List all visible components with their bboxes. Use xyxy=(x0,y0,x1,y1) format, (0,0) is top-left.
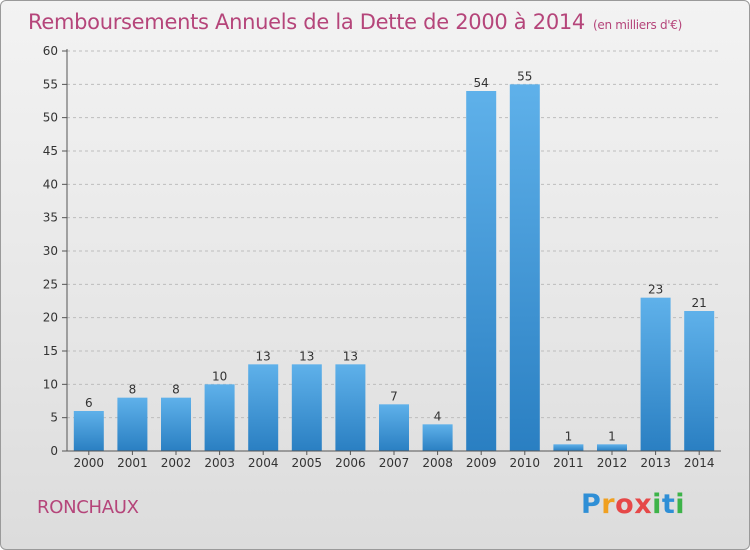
y-tick-label: 60 xyxy=(43,44,58,58)
chart-title: Remboursements Annuels de la Dette de 20… xyxy=(28,10,682,34)
logo-letter: i xyxy=(652,489,662,520)
value-label-2009: 54 xyxy=(474,76,489,90)
value-label-2000: 6 xyxy=(85,396,93,410)
y-tick-label: 20 xyxy=(43,311,58,325)
x-tick-label-2014: 2014 xyxy=(684,456,715,470)
y-tick-label: 55 xyxy=(43,77,58,91)
bar-2012 xyxy=(597,444,627,451)
bar-2006 xyxy=(335,364,366,451)
y-tick-label: 5 xyxy=(50,411,58,425)
value-label-2002: 8 xyxy=(172,383,180,397)
y-tick-label: 50 xyxy=(43,111,58,125)
y-tick-label: 25 xyxy=(43,277,58,291)
bar-2007 xyxy=(379,404,409,451)
x-tick-label-2004: 2004 xyxy=(248,456,279,470)
value-label-2001: 8 xyxy=(129,383,137,397)
bar-2008 xyxy=(422,424,453,451)
y-tick-label: 10 xyxy=(43,377,58,391)
x-tick-label-2006: 2006 xyxy=(335,456,366,470)
bar-2005 xyxy=(291,364,322,451)
bar-2011 xyxy=(553,444,584,451)
x-tick-label-2000: 2000 xyxy=(74,456,105,470)
x-tick-label-2008: 2008 xyxy=(422,456,453,470)
value-label-2006: 13 xyxy=(343,349,358,363)
x-tick-label-2011: 2011 xyxy=(553,456,584,470)
logo-letter: i xyxy=(675,489,686,520)
y-tick-label: 30 xyxy=(43,244,58,258)
y-tick-label: 45 xyxy=(43,144,58,158)
x-tick-label-2009: 2009 xyxy=(466,456,497,470)
y-tick-label: 35 xyxy=(43,211,58,225)
y-tick-label: 15 xyxy=(43,344,58,358)
x-tick-label-2010: 2010 xyxy=(510,456,541,470)
x-tick-label-2005: 2005 xyxy=(292,456,323,470)
value-label-2014: 21 xyxy=(692,296,707,310)
unit-label: (en milliers d'€) xyxy=(593,18,683,32)
x-tick-label-2003: 2003 xyxy=(204,456,235,470)
logo-letter: r xyxy=(601,489,616,520)
value-label-2003: 10 xyxy=(212,369,227,383)
bar-2002 xyxy=(161,397,191,451)
bar-2013 xyxy=(640,297,671,451)
title-text: Remboursements Annuels de la Dette de 20… xyxy=(28,10,585,34)
x-tick-label-2012: 2012 xyxy=(597,456,628,470)
y-tick-label: 0 xyxy=(50,444,58,458)
bar-2001 xyxy=(117,397,148,451)
value-label-2005: 13 xyxy=(299,349,314,363)
x-tick-label-2002: 2002 xyxy=(161,456,192,470)
bar-2003 xyxy=(204,384,235,451)
value-label-2007: 7 xyxy=(390,389,398,403)
value-label-2013: 23 xyxy=(648,283,663,297)
x-tick-label-2001: 2001 xyxy=(117,456,148,470)
value-label-2012: 1 xyxy=(608,429,616,443)
bar-2009 xyxy=(466,91,497,451)
x-tick-label-2013: 2013 xyxy=(640,456,671,470)
bar-2014 xyxy=(684,311,715,451)
x-tick-label-2007: 2007 xyxy=(379,456,410,470)
bars-group: 6 8 8 10 13 13 13 7 4 54 55 1 1 23 21 xyxy=(73,69,715,451)
logo-letter: P xyxy=(581,489,602,520)
logo-letter: x xyxy=(634,489,653,520)
axes-group: 0 5 10 15 20 25 30 35 40 45 50 55 60 2000 2001 2002 2003… xyxy=(43,44,721,470)
bar-2004 xyxy=(248,364,279,451)
proxiti-logo: Proxiti xyxy=(581,489,685,520)
logo-letter: t xyxy=(661,489,676,520)
logo-letter: o xyxy=(615,489,635,520)
value-label-2011: 1 xyxy=(565,429,573,443)
value-label-2008: 4 xyxy=(434,409,442,423)
value-label-2010: 55 xyxy=(517,69,532,83)
grid-lines xyxy=(67,50,721,419)
value-label-2004: 13 xyxy=(256,349,271,363)
place-name: RONCHAUX xyxy=(37,497,139,518)
bar-2010 xyxy=(509,84,540,451)
bar-2000 xyxy=(73,411,104,451)
y-tick-label: 40 xyxy=(43,177,58,191)
